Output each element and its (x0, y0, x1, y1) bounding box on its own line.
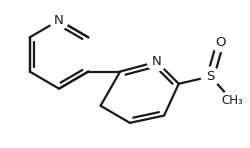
Circle shape (201, 67, 220, 86)
Circle shape (211, 33, 230, 52)
Text: S: S (206, 70, 215, 83)
Text: N: N (152, 55, 162, 68)
Circle shape (50, 11, 68, 30)
Circle shape (222, 90, 244, 112)
Text: N: N (54, 14, 64, 27)
Circle shape (148, 53, 166, 71)
Text: CH₃: CH₃ (222, 94, 244, 107)
Text: O: O (215, 36, 226, 49)
